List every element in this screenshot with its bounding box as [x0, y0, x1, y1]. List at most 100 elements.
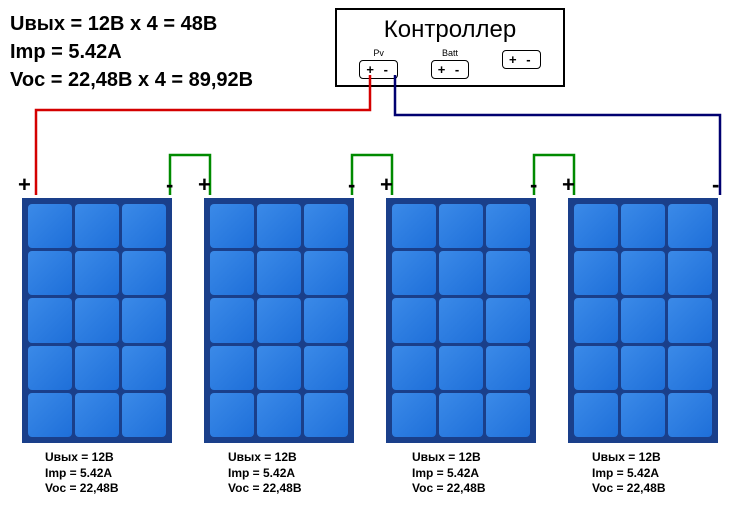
terminal-minus: - [712, 172, 719, 198]
panel-cell [668, 393, 712, 437]
panel-cell [28, 346, 72, 390]
panel-cell [28, 298, 72, 342]
panel-cell [257, 298, 301, 342]
panel-cell [304, 298, 348, 342]
panel-cell [621, 298, 665, 342]
panel-cell [75, 298, 119, 342]
panel-cell [621, 251, 665, 295]
panel-cell [257, 393, 301, 437]
panel-cell [122, 204, 166, 248]
panel-spec-line: Uвых = 12В [228, 450, 302, 466]
panel-cell [574, 298, 618, 342]
panel-specs: Uвых = 12ВImp = 5.42AVoc = 22,48В [228, 450, 302, 497]
panel-spec-line: Uвых = 12В [412, 450, 486, 466]
summary-specs: Uвых = 12В x 4 = 48В Imp = 5.42A Voc = 2… [10, 10, 253, 94]
panel-cell [122, 346, 166, 390]
terminal-minus: - [348, 172, 355, 198]
terminal-minus: - [530, 172, 537, 198]
panel-spec-line: Voc = 22,48В [45, 481, 119, 497]
panel-grid [28, 204, 166, 437]
panel-cell [574, 204, 618, 248]
port-pv: Pv + - [359, 48, 398, 79]
panel-cell [486, 346, 530, 390]
panel-cell [621, 346, 665, 390]
panel-cell [257, 346, 301, 390]
panel-cell [668, 251, 712, 295]
panel-spec-line: Imp = 5.42A [592, 466, 666, 482]
panel-cell [574, 251, 618, 295]
panel-cell [439, 346, 483, 390]
panel-spec-line: Uвых = 12В [592, 450, 666, 466]
panel-specs: Uвых = 12ВImp = 5.42AVoc = 22,48В [412, 450, 486, 497]
solar-panel [204, 198, 354, 443]
terminal-plus: + [198, 172, 211, 198]
panel-cell [75, 251, 119, 295]
panel-cell [304, 393, 348, 437]
panel-cell [75, 204, 119, 248]
panel-cell [210, 204, 254, 248]
panel-cell [392, 251, 436, 295]
controller-ports: Pv + - Batt + - + - [337, 48, 563, 85]
panel-spec-line: Uвых = 12В [45, 450, 119, 466]
panel-cell [668, 298, 712, 342]
panel-cell [210, 346, 254, 390]
terminal-plus: + [18, 172, 31, 198]
panel-cell [75, 346, 119, 390]
panel-cell [392, 204, 436, 248]
panel-cell [304, 204, 348, 248]
panel-cell [439, 251, 483, 295]
panel-cell [392, 298, 436, 342]
panel-cell [304, 346, 348, 390]
panel-cell [439, 298, 483, 342]
panel-cell [621, 204, 665, 248]
panel-cell [621, 393, 665, 437]
port-pins-load: + - [502, 50, 541, 69]
panel-cell [210, 298, 254, 342]
panel-cell [122, 393, 166, 437]
summary-line-1: Uвых = 12В x 4 = 48В [10, 10, 253, 38]
panel-cell [574, 393, 618, 437]
panel-cell [210, 393, 254, 437]
summary-line-2: Imp = 5.42A [10, 38, 253, 66]
panel-cell [486, 298, 530, 342]
panel-spec-line: Voc = 22,48В [592, 481, 666, 497]
port-label-pv: Pv [359, 48, 398, 58]
panel-cell [486, 393, 530, 437]
panel-cell [28, 393, 72, 437]
controller-title: Контроллер [337, 10, 563, 48]
port-batt: Batt + - [431, 48, 470, 79]
port-load: + - [502, 48, 541, 79]
terminal-plus: + [380, 172, 393, 198]
panel-specs: Uвых = 12ВImp = 5.42AVoc = 22,48В [45, 450, 119, 497]
panel-spec-line: Imp = 5.42A [45, 466, 119, 482]
panel-cell [392, 346, 436, 390]
panel-cell [439, 393, 483, 437]
controller-box: Контроллер Pv + - Batt + - + - [335, 8, 565, 87]
panel-cell [392, 393, 436, 437]
panel-cell [574, 346, 618, 390]
panel-cell [28, 251, 72, 295]
panel-cell [486, 204, 530, 248]
solar-panel [386, 198, 536, 443]
panel-spec-line: Imp = 5.42A [412, 466, 486, 482]
solar-panel [22, 198, 172, 443]
port-pins-pv: + - [359, 60, 398, 79]
summary-line-3: Voc = 22,48В x 4 = 89,92В [10, 66, 253, 94]
panel-cell [28, 204, 72, 248]
wire-blue [395, 75, 720, 195]
panel-specs: Uвых = 12ВImp = 5.42AVoc = 22,48В [592, 450, 666, 497]
panel-cell [668, 204, 712, 248]
port-label-batt: Batt [431, 48, 470, 58]
panel-spec-line: Imp = 5.42A [228, 466, 302, 482]
panel-spec-line: Voc = 22,48В [228, 481, 302, 497]
terminal-plus: + [562, 172, 575, 198]
panel-cell [257, 251, 301, 295]
port-pins-batt: + - [431, 60, 470, 79]
panel-cell [75, 393, 119, 437]
panel-cell [439, 204, 483, 248]
terminal-minus: - [166, 172, 173, 198]
solar-panel [568, 198, 718, 443]
panel-cell [304, 251, 348, 295]
panel-cell [257, 204, 301, 248]
panel-spec-line: Voc = 22,48В [412, 481, 486, 497]
